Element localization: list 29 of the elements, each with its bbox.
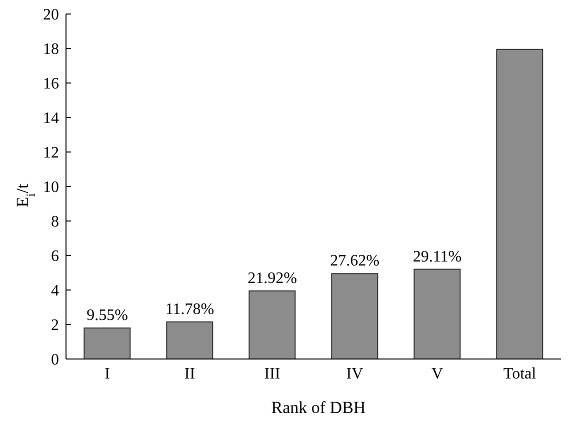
y-tick-label: 10 [43,179,59,196]
y-tick-label: 0 [51,352,59,369]
x-tick-label: Total [503,365,537,382]
y-tick-label: 18 [43,41,59,58]
y-tick-label: 4 [51,282,59,300]
y-tick-label: 6 [51,248,59,266]
x-tick-label: II [184,365,196,382]
annotation: 11.78% [165,300,214,318]
y-tick-label: 2 [51,317,59,334]
bar [166,321,214,359]
annotation: 9.55% [86,306,128,324]
bar [414,268,461,359]
x-tick-label: V [431,365,444,382]
x-tick-label: IV [346,365,364,382]
y-tick-label: 12 [43,144,59,162]
x-tick-label: I [104,365,110,382]
y-tick-label: 8 [51,214,59,231]
bar [248,290,296,359]
annotation: 27.62% [330,252,380,270]
annotation: 29.11% [412,248,462,266]
x-axis-title: Rank of DBH [271,398,366,417]
x-tick-label: III [264,365,280,382]
y-tick-label: 16 [43,76,59,93]
bar [84,327,131,359]
bar [496,48,544,359]
annotation: 21.92% [248,270,297,287]
y-tick-label: 14 [43,110,59,128]
bar [331,273,378,359]
y-tick-label: 20 [43,6,59,24]
